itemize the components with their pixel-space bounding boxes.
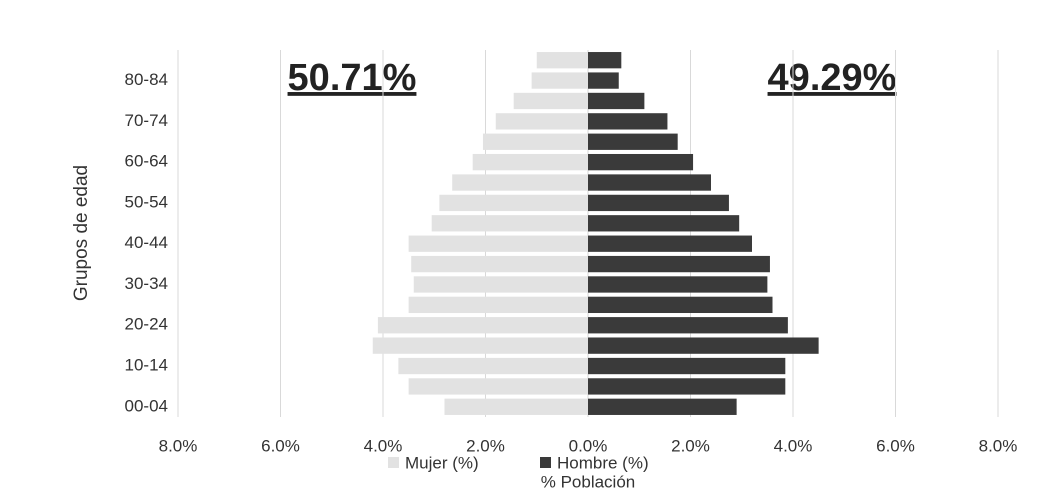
x-tick-label: 6.0% <box>261 436 300 455</box>
bar <box>536 52 588 69</box>
bar <box>431 215 588 232</box>
bar <box>588 378 786 395</box>
x-tick-label: 0.0% <box>569 436 608 455</box>
bar <box>588 357 786 375</box>
y-tick-label: 30-34 <box>125 274 168 293</box>
x-axis-title: % Población <box>541 472 636 491</box>
y-tick-label: 60-64 <box>125 152 168 171</box>
x-tick-label: 4.0% <box>364 436 403 455</box>
bar <box>588 398 737 415</box>
x-tick-label: 2.0% <box>466 436 505 455</box>
bar <box>588 317 788 334</box>
bar <box>413 276 588 293</box>
bar <box>588 174 711 191</box>
legend-label: Mujer (%) <box>405 453 479 472</box>
y-tick-label: 50-54 <box>125 192 168 211</box>
y-tick-label: 10-14 <box>125 356 168 375</box>
bar <box>588 235 752 252</box>
bar <box>588 255 770 273</box>
bar <box>472 153 588 171</box>
x-tick-label: 8.0% <box>979 436 1018 455</box>
y-tick-label: 40-44 <box>125 233 168 252</box>
bar <box>408 235 588 252</box>
bar <box>408 378 588 395</box>
bar <box>408 296 588 314</box>
bar <box>588 194 729 212</box>
x-tick-label: 8.0% <box>159 436 198 455</box>
y-tick-label: 00-04 <box>125 396 168 415</box>
legend-label: Hombre (%) <box>557 453 649 472</box>
bar <box>444 398 588 415</box>
bar <box>588 113 668 130</box>
bar <box>411 255 588 273</box>
bar <box>588 337 819 354</box>
bar <box>588 92 645 110</box>
y-tick-label: 80-84 <box>125 70 168 89</box>
bar <box>588 52 622 69</box>
bar <box>588 72 619 89</box>
y-axis-title: Grupos de edad <box>71 165 92 301</box>
legend-swatch <box>540 457 551 468</box>
bar <box>482 133 588 150</box>
x-tick-label: 4.0% <box>774 436 813 455</box>
annotation: 49.29% <box>768 57 897 99</box>
bar <box>588 215 740 232</box>
bar <box>588 276 768 293</box>
bar <box>531 72 588 89</box>
bar <box>372 337 588 354</box>
x-tick-label: 6.0% <box>876 436 915 455</box>
y-tick-label: 70-74 <box>125 111 168 130</box>
bar <box>398 357 588 375</box>
bar <box>588 153 694 171</box>
bar <box>588 133 678 150</box>
legend-swatch <box>388 457 399 468</box>
bar <box>452 174 588 191</box>
bar <box>513 92 588 110</box>
y-tick-label: 20-24 <box>125 315 168 334</box>
bar <box>439 194 588 212</box>
bar <box>495 113 588 130</box>
annotation: 50.71% <box>288 57 417 99</box>
bar <box>377 317 588 334</box>
x-tick-label: 2.0% <box>671 436 710 455</box>
bar <box>588 296 773 314</box>
